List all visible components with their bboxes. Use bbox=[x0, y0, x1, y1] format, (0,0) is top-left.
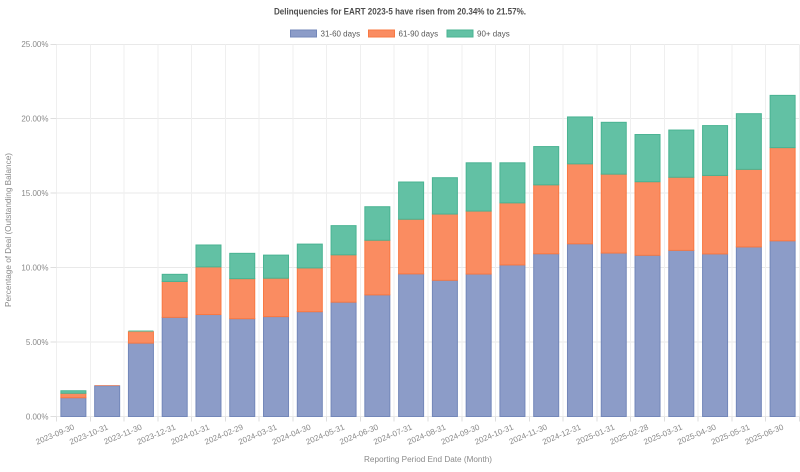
svg-text:5.00%: 5.00% bbox=[26, 338, 49, 347]
svg-text:61-90 days: 61-90 days bbox=[399, 29, 439, 38]
svg-text:Percentage of Deal (Outstandin: Percentage of Deal (Outstanding Balance) bbox=[4, 153, 13, 307]
svg-text:20.00%: 20.00% bbox=[21, 115, 48, 124]
svg-text:90+ days: 90+ days bbox=[477, 29, 510, 38]
svg-text:31-60 days: 31-60 days bbox=[321, 29, 361, 38]
svg-text:0.00%: 0.00% bbox=[26, 412, 49, 421]
svg-text:15.00%: 15.00% bbox=[21, 189, 48, 198]
svg-text:10.00%: 10.00% bbox=[21, 264, 48, 273]
svg-text:Delinquencies for EART 2023-5: Delinquencies for EART 2023-5 have risen… bbox=[274, 7, 526, 17]
svg-text:25.00%: 25.00% bbox=[21, 40, 48, 49]
svg-text:Reporting Period End Date (Mon: Reporting Period End Date (Month) bbox=[364, 455, 492, 464]
